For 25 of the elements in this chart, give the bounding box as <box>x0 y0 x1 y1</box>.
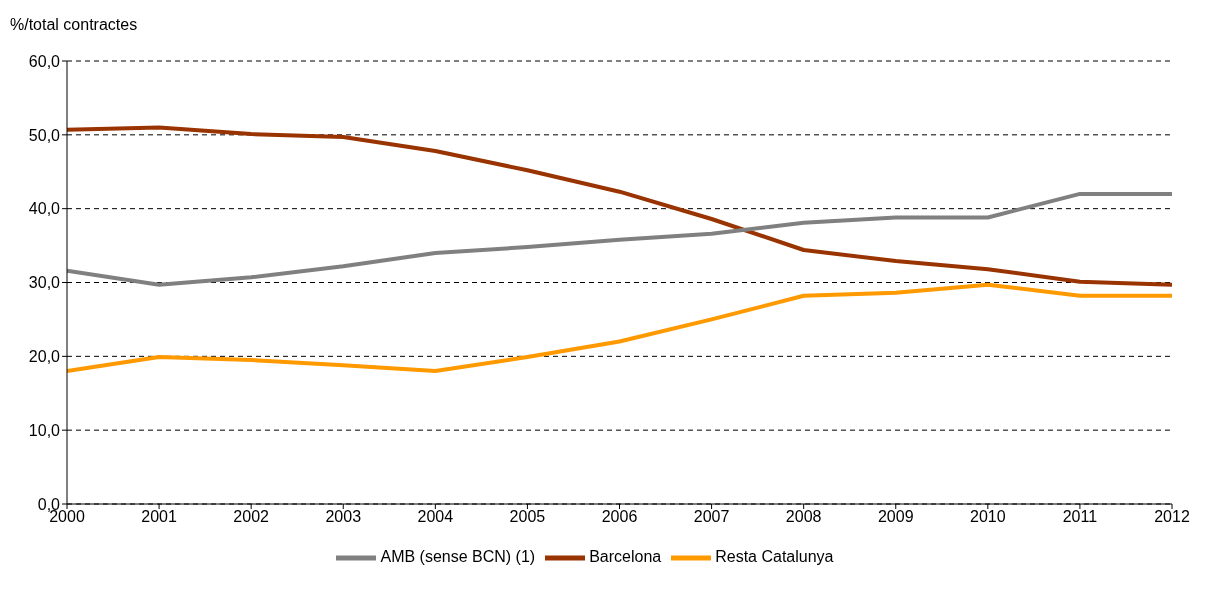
line-series <box>67 191 1172 287</box>
y-tick-label: 40,0 <box>28 200 61 218</box>
x-tick-label: 2007 <box>693 508 730 526</box>
line-series <box>67 125 1172 287</box>
x-tick-label: 2010 <box>970 508 1006 526</box>
legend-label: Barcelona <box>589 548 662 566</box>
x-tick-label: 2011 <box>1062 508 1098 526</box>
y-tick-label: 60,0 <box>28 52 61 70</box>
y-tick-label: 30,0 <box>28 274 61 292</box>
x-tick-label: 2012 <box>1154 508 1190 526</box>
x-tick-label: 2001 <box>141 508 177 526</box>
x-tick-label: 2004 <box>417 508 454 526</box>
x-tick-label: 2003 <box>325 508 362 526</box>
line-series <box>67 282 1172 374</box>
x-tick-label: 2002 <box>233 508 270 526</box>
x-tick-label: 2006 <box>601 508 638 526</box>
y-axis-title: %/total contractes <box>10 16 138 34</box>
y-tick-label: 20,0 <box>28 348 61 366</box>
x-tick-label: 2009 <box>877 508 914 526</box>
legend-label: Resta Catalunya <box>715 548 834 566</box>
x-tick-label: 2005 <box>509 508 546 526</box>
legend-label: AMB (sense BCN) (1) <box>380 548 536 566</box>
y-tick-label: 50,0 <box>28 126 61 144</box>
y-tick-label: 10,0 <box>28 421 61 439</box>
x-tick-label: 2008 <box>785 508 822 526</box>
